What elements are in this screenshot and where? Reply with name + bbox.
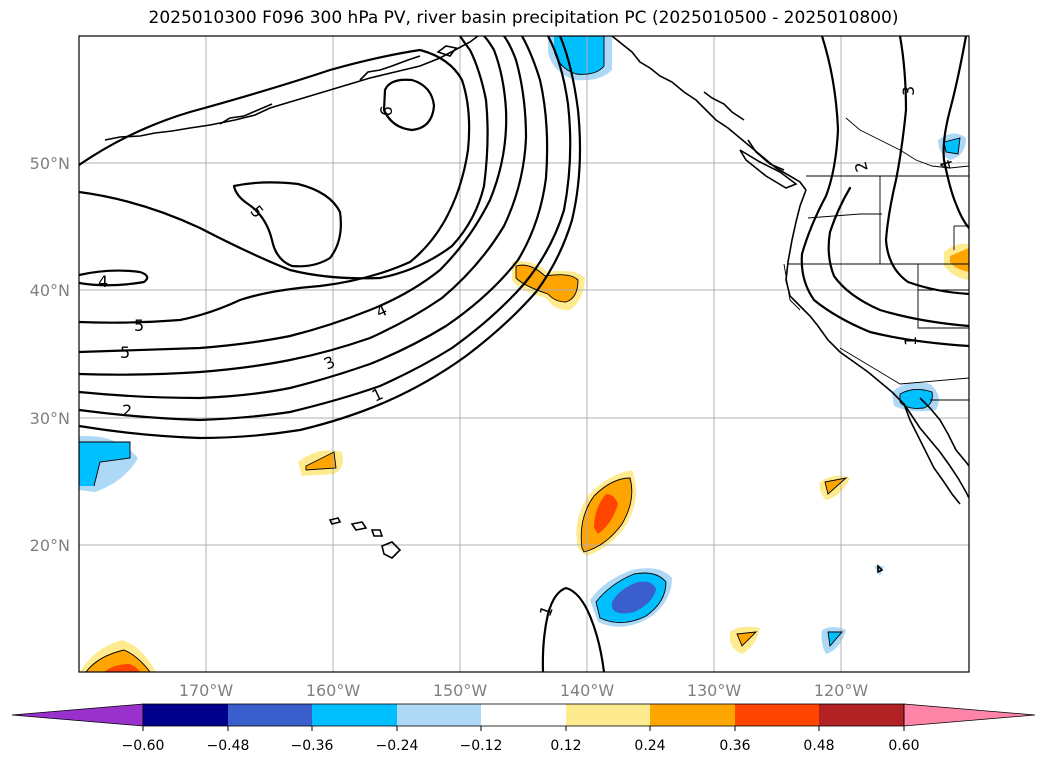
contour-line bbox=[79, 48, 471, 324]
colorbar: −0.60 −0.48 −0.36 −0.24 −0.12 0.12 0.24 … bbox=[11, 703, 1036, 754]
shade-blue bbox=[79, 442, 130, 486]
colorbar-tick-label: 0.24 bbox=[634, 738, 665, 754]
contour-line bbox=[79, 36, 528, 376]
contour-line bbox=[79, 269, 149, 287]
contour-label: 5 bbox=[134, 316, 144, 335]
longitude-labels: 170°W 160°W 150°W 140°W 130°W 120°W bbox=[179, 681, 869, 700]
contour-line bbox=[942, 36, 969, 230]
contour-line bbox=[79, 36, 489, 280]
contour-line bbox=[382, 78, 436, 132]
contour-label: 6 bbox=[376, 104, 396, 117]
colorbar-tick-label: −0.60 bbox=[122, 738, 165, 754]
shade-orange bbox=[950, 248, 969, 272]
contour-label: 4 bbox=[936, 157, 957, 172]
map-title: 2025010300 F096 300 hPa PV, river basin … bbox=[148, 8, 899, 28]
contour-line bbox=[884, 36, 969, 296]
shade-blue bbox=[554, 36, 604, 75]
colorbar-tick-label: 0.60 bbox=[888, 738, 919, 754]
lat-label: 20°N bbox=[30, 536, 70, 555]
lat-label: 40°N bbox=[30, 281, 70, 300]
colorbar-tick-label: −0.24 bbox=[376, 738, 419, 754]
shade-orange bbox=[737, 632, 756, 646]
lon-label: 150°W bbox=[433, 681, 488, 700]
colorbar-tick-label: −0.48 bbox=[207, 738, 250, 754]
colorbar-segment bbox=[819, 704, 904, 726]
lon-label: 130°W bbox=[687, 681, 742, 700]
contour-label: 4 bbox=[98, 272, 108, 291]
colorbar-segment bbox=[228, 704, 312, 726]
map-background bbox=[79, 36, 969, 672]
contour-line bbox=[232, 181, 342, 268]
lon-label: 120°W bbox=[814, 681, 869, 700]
colorbar-tick-label: 0.36 bbox=[719, 738, 750, 754]
colorbar-tick-label: 0.12 bbox=[550, 738, 581, 754]
contour-label: 1 bbox=[901, 336, 920, 346]
colorbar-segment bbox=[735, 704, 819, 726]
shade-blue bbox=[944, 138, 960, 154]
shade-blue bbox=[900, 389, 933, 409]
colorbar-segment bbox=[312, 704, 397, 726]
contour-line bbox=[79, 36, 582, 440]
colorbar-segment bbox=[650, 704, 735, 726]
colorbar-segment bbox=[566, 704, 650, 726]
colorbar-segment bbox=[397, 704, 481, 726]
colorbar-tick-label: −0.12 bbox=[460, 738, 503, 754]
coastlines bbox=[104, 36, 969, 574]
contour-line bbox=[800, 36, 969, 348]
contour-label: 5 bbox=[120, 343, 130, 362]
contour-line bbox=[79, 36, 508, 354]
contour-line bbox=[79, 36, 572, 422]
shade-red-orange bbox=[594, 494, 618, 534]
pv-contours bbox=[79, 36, 969, 672]
colorbar-tick-label: 0.48 bbox=[803, 738, 834, 754]
contour-label: 3 bbox=[899, 86, 918, 96]
colorbar-tick-label: −0.36 bbox=[291, 738, 334, 754]
lat-label: 50°N bbox=[30, 154, 70, 173]
map-frame bbox=[78, 35, 970, 673]
lat-label: 30°N bbox=[30, 409, 70, 428]
shade-red-orange bbox=[104, 664, 140, 672]
colorbar-segment bbox=[143, 704, 228, 726]
colorbar-extend-low bbox=[11, 703, 144, 727]
contour-label: 2 bbox=[122, 401, 132, 420]
contour-line bbox=[541, 586, 606, 672]
lon-label: 160°W bbox=[306, 681, 361, 700]
latitude-labels: 50°N 40°N 30°N 20°N bbox=[30, 154, 70, 555]
colorbar-extend-high bbox=[903, 703, 1036, 727]
contour-label: 2 bbox=[851, 159, 872, 174]
colorbar-segment bbox=[481, 704, 566, 726]
contour-line bbox=[79, 36, 549, 400]
contour-line bbox=[827, 186, 969, 328]
lon-label: 170°W bbox=[179, 681, 234, 700]
lon-label: 140°W bbox=[560, 681, 615, 700]
shade-orange bbox=[306, 452, 336, 470]
precipitation-shading bbox=[79, 36, 969, 672]
shade-royal-blue bbox=[612, 581, 656, 614]
